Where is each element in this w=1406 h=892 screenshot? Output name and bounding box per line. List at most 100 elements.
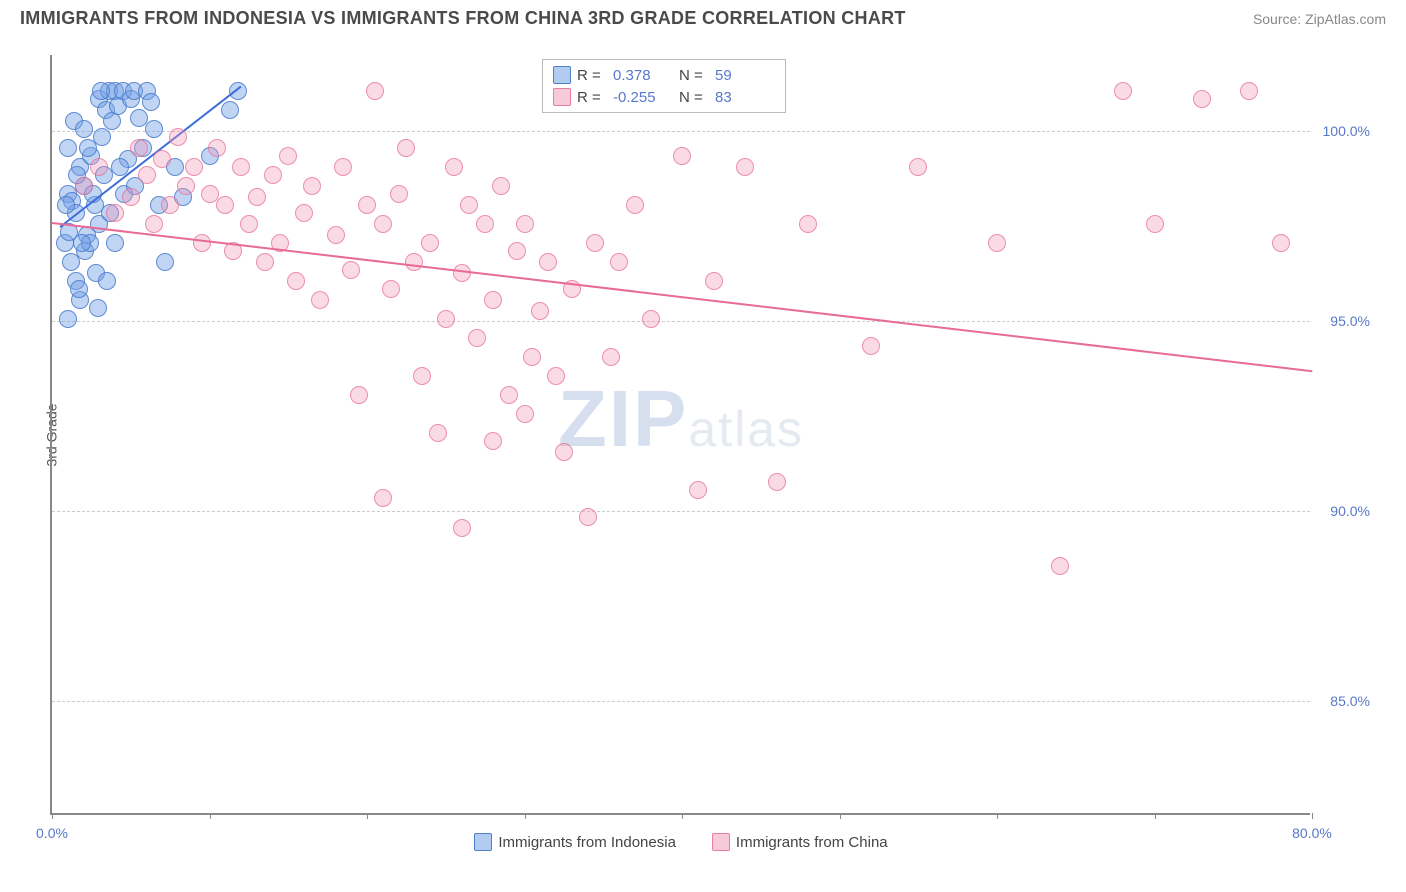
data-point-indonesia xyxy=(106,234,124,252)
data-point-indonesia xyxy=(73,234,91,252)
ytick-label: 90.0% xyxy=(1315,503,1370,519)
data-point-indonesia xyxy=(75,120,93,138)
data-point-china xyxy=(421,234,439,252)
data-point-china xyxy=(437,310,455,328)
data-point-china xyxy=(208,139,226,157)
xtick xyxy=(52,813,53,819)
data-point-indonesia xyxy=(57,196,75,214)
data-point-china xyxy=(122,188,140,206)
data-point-indonesia xyxy=(79,139,97,157)
source-link[interactable]: ZipAtlas.com xyxy=(1305,11,1386,27)
data-point-china xyxy=(390,185,408,203)
data-point-china xyxy=(334,158,352,176)
data-point-china xyxy=(547,367,565,385)
n-value: 83 xyxy=(715,89,775,106)
data-point-china xyxy=(397,139,415,157)
data-point-china xyxy=(1146,215,1164,233)
data-point-china xyxy=(476,215,494,233)
data-point-china xyxy=(264,166,282,184)
data-point-china xyxy=(374,215,392,233)
data-point-china xyxy=(988,234,1006,252)
r-label: R = xyxy=(577,89,607,106)
data-point-china xyxy=(366,82,384,100)
regression-line-china xyxy=(52,222,1312,372)
legend-swatch xyxy=(712,833,730,851)
r-value: 0.378 xyxy=(613,67,673,84)
data-point-china xyxy=(193,234,211,252)
data-point-china xyxy=(232,158,250,176)
data-point-china xyxy=(405,253,423,271)
xtick xyxy=(1155,813,1156,819)
data-point-china xyxy=(673,147,691,165)
ytick-label: 100.0% xyxy=(1315,123,1370,139)
gridline-h xyxy=(52,321,1310,322)
xtick-label: 80.0% xyxy=(1292,825,1332,841)
ytick-label: 85.0% xyxy=(1315,693,1370,709)
data-point-china xyxy=(516,405,534,423)
data-point-china xyxy=(1114,82,1132,100)
data-point-indonesia xyxy=(59,139,77,157)
data-point-china xyxy=(295,204,313,222)
data-point-china xyxy=(374,489,392,507)
data-point-china xyxy=(130,139,148,157)
data-point-china xyxy=(460,196,478,214)
legend-row: R =-0.255N =83 xyxy=(553,86,775,108)
xtick xyxy=(840,813,841,819)
xtick-label: 0.0% xyxy=(36,825,68,841)
data-point-china xyxy=(602,348,620,366)
chart-source: Source: ZipAtlas.com xyxy=(1253,11,1386,27)
data-point-china xyxy=(145,215,163,233)
data-point-china xyxy=(799,215,817,233)
legend-swatch xyxy=(553,66,571,84)
data-point-china xyxy=(358,196,376,214)
data-point-indonesia xyxy=(59,310,77,328)
data-point-china xyxy=(579,508,597,526)
chart-title: IMMIGRANTS FROM INDONESIA VS IMMIGRANTS … xyxy=(20,8,906,29)
data-point-china xyxy=(626,196,644,214)
data-point-china xyxy=(1272,234,1290,252)
data-point-china xyxy=(500,386,518,404)
legend-item: Immigrants from Indonesia xyxy=(474,833,676,851)
chart-header: IMMIGRANTS FROM INDONESIA VS IMMIGRANTS … xyxy=(0,0,1406,33)
data-point-china xyxy=(484,432,502,450)
data-point-china xyxy=(508,242,526,260)
legend-item: Immigrants from China xyxy=(712,833,888,851)
data-point-indonesia xyxy=(145,120,163,138)
data-point-china xyxy=(523,348,541,366)
series-legend: Immigrants from Indonesia Immigrants from… xyxy=(52,833,1310,855)
legend-label: Immigrants from Indonesia xyxy=(498,834,676,851)
data-point-china xyxy=(216,196,234,214)
data-point-china xyxy=(75,177,93,195)
data-point-china xyxy=(909,158,927,176)
data-point-china xyxy=(555,443,573,461)
data-point-china xyxy=(492,177,510,195)
correlation-legend: R =0.378N =59R =-0.255N =83 xyxy=(542,59,786,113)
data-point-china xyxy=(413,367,431,385)
data-point-china xyxy=(689,481,707,499)
xtick xyxy=(1312,813,1313,819)
data-point-indonesia xyxy=(98,272,116,290)
data-point-china xyxy=(350,386,368,404)
data-point-china xyxy=(453,519,471,537)
data-point-china xyxy=(516,215,534,233)
data-point-china xyxy=(1051,557,1069,575)
data-point-china xyxy=(287,272,305,290)
legend-label: Immigrants from China xyxy=(736,834,888,851)
data-point-indonesia xyxy=(89,299,107,317)
data-point-china xyxy=(169,128,187,146)
plot-region: ZIPatlas R =0.378N =59R =-0.255N =83 Imm… xyxy=(50,55,1310,815)
data-point-china xyxy=(768,473,786,491)
data-point-china xyxy=(531,302,549,320)
data-point-china xyxy=(736,158,754,176)
data-point-indonesia xyxy=(142,93,160,111)
data-point-china xyxy=(610,253,628,271)
data-point-china xyxy=(256,253,274,271)
data-point-china xyxy=(705,272,723,290)
n-value: 59 xyxy=(715,67,775,84)
legend-row: R =0.378N =59 xyxy=(553,64,775,86)
gridline-h xyxy=(52,511,1310,512)
data-point-china xyxy=(1193,90,1211,108)
data-point-china xyxy=(201,185,219,203)
data-point-china xyxy=(303,177,321,195)
gridline-h xyxy=(52,701,1310,702)
